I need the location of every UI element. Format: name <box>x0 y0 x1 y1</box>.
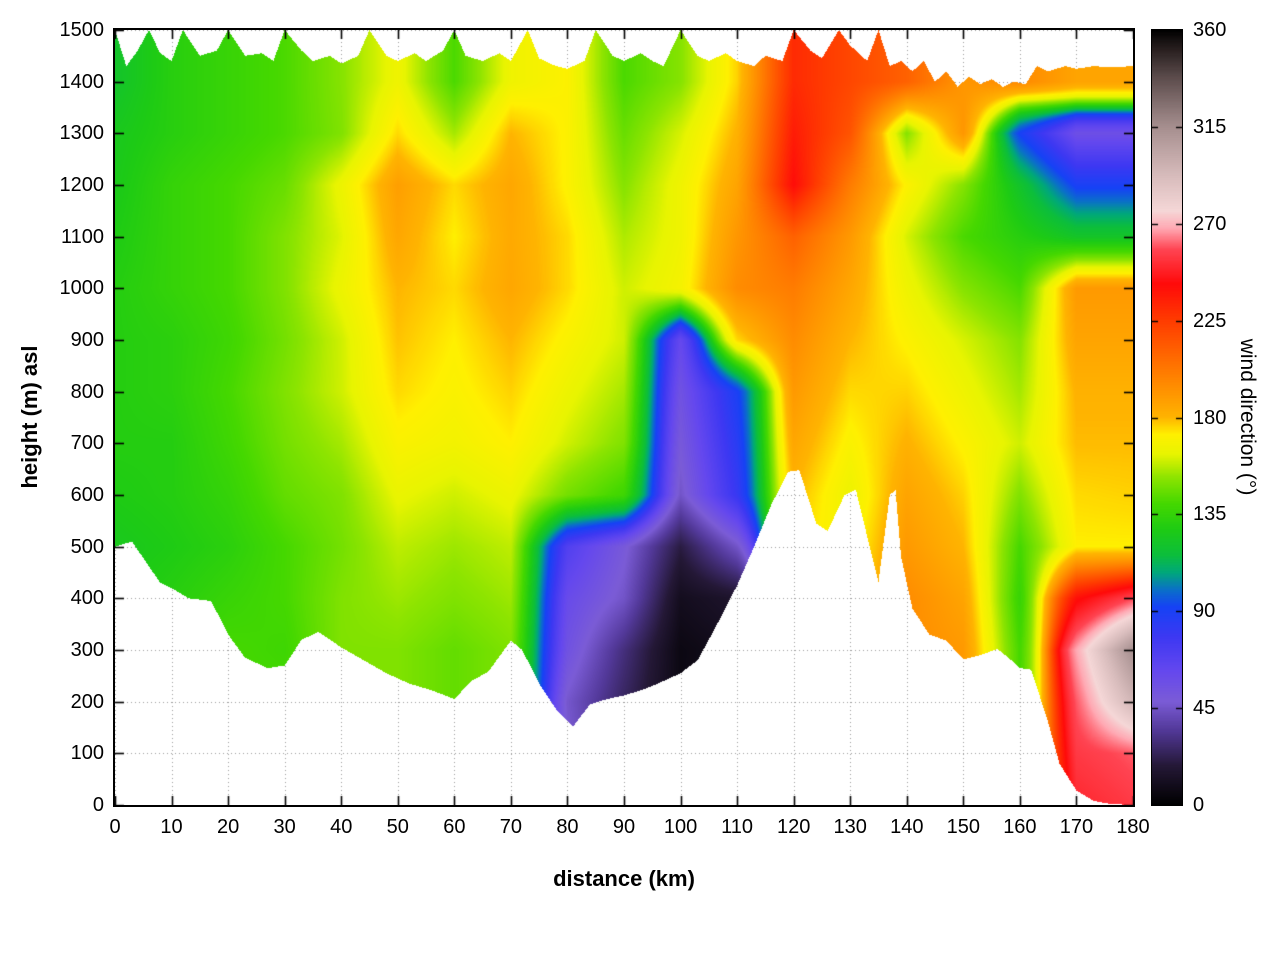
x-tick-label: 110 <box>721 816 754 838</box>
y-tick-label: 500 <box>70 535 104 558</box>
x-tick-label: 60 <box>443 816 466 838</box>
y-tick-label: 200 <box>70 690 104 713</box>
y-tick-label: 1300 <box>59 122 105 145</box>
y-tick-label: 400 <box>70 587 104 610</box>
x-tick-label: 180 <box>1116 816 1150 838</box>
x-tick-label: 90 <box>612 816 636 838</box>
colorbar-title: wind direction (°) <box>1236 338 1259 496</box>
x-tick-label: 0 <box>109 816 121 838</box>
colorbar-tick-label: 135 <box>1193 503 1227 526</box>
colorbar-tick-label: 180 <box>1193 406 1227 429</box>
colorbar-tick-label: 315 <box>1193 115 1227 138</box>
x-tick-label: 140 <box>890 816 924 838</box>
x-tick-label: 70 <box>499 816 522 838</box>
y-tick-label: 800 <box>70 380 104 403</box>
colorbar-tick-label: 270 <box>1193 212 1227 235</box>
y-tick-label: 1500 <box>59 19 105 41</box>
y-tick-label: 300 <box>70 639 104 661</box>
x-tick-label: 160 <box>1003 816 1037 838</box>
y-tick-label: 0 <box>92 794 104 816</box>
y-tick-label: 1000 <box>59 277 105 300</box>
x-tick-label: 150 <box>946 816 981 838</box>
x-tick-label: 10 <box>160 816 183 838</box>
y-axis-title: height (m) asl <box>17 345 42 489</box>
x-tick-label: 100 <box>663 816 698 838</box>
colorbar-tick-label: 360 <box>1193 19 1227 41</box>
y-tick-label: 700 <box>70 432 104 455</box>
heatmap-canvas <box>115 30 1133 805</box>
colorbar-tick-label: 90 <box>1193 600 1216 623</box>
plot-area <box>113 28 1135 807</box>
x-tick-label: 120 <box>776 816 811 838</box>
colorbar <box>1151 29 1183 806</box>
x-tick-label: 80 <box>556 816 579 838</box>
y-tick-label: 600 <box>70 484 104 506</box>
x-tick-label: 20 <box>216 816 240 838</box>
x-tick-label: 30 <box>273 816 296 838</box>
x-tick-label: 40 <box>330 816 353 838</box>
y-tick-label: 100 <box>70 742 104 765</box>
x-axis-title: distance (km) <box>553 866 695 891</box>
y-tick-label: 1400 <box>59 70 105 93</box>
colorbar-tick-label: 45 <box>1193 697 1216 720</box>
x-tick-label: 130 <box>833 816 867 838</box>
colorbar-tick-label: 0 <box>1193 794 1205 816</box>
colorbar-canvas <box>1152 30 1182 805</box>
y-tick-label: 1100 <box>60 225 104 248</box>
y-tick-label: 1200 <box>59 174 105 196</box>
x-tick-label: 50 <box>386 816 409 838</box>
colorbar-tick-label: 225 <box>1193 309 1227 332</box>
y-tick-label: 900 <box>70 329 104 351</box>
x-tick-label: 170 <box>1059 816 1094 838</box>
